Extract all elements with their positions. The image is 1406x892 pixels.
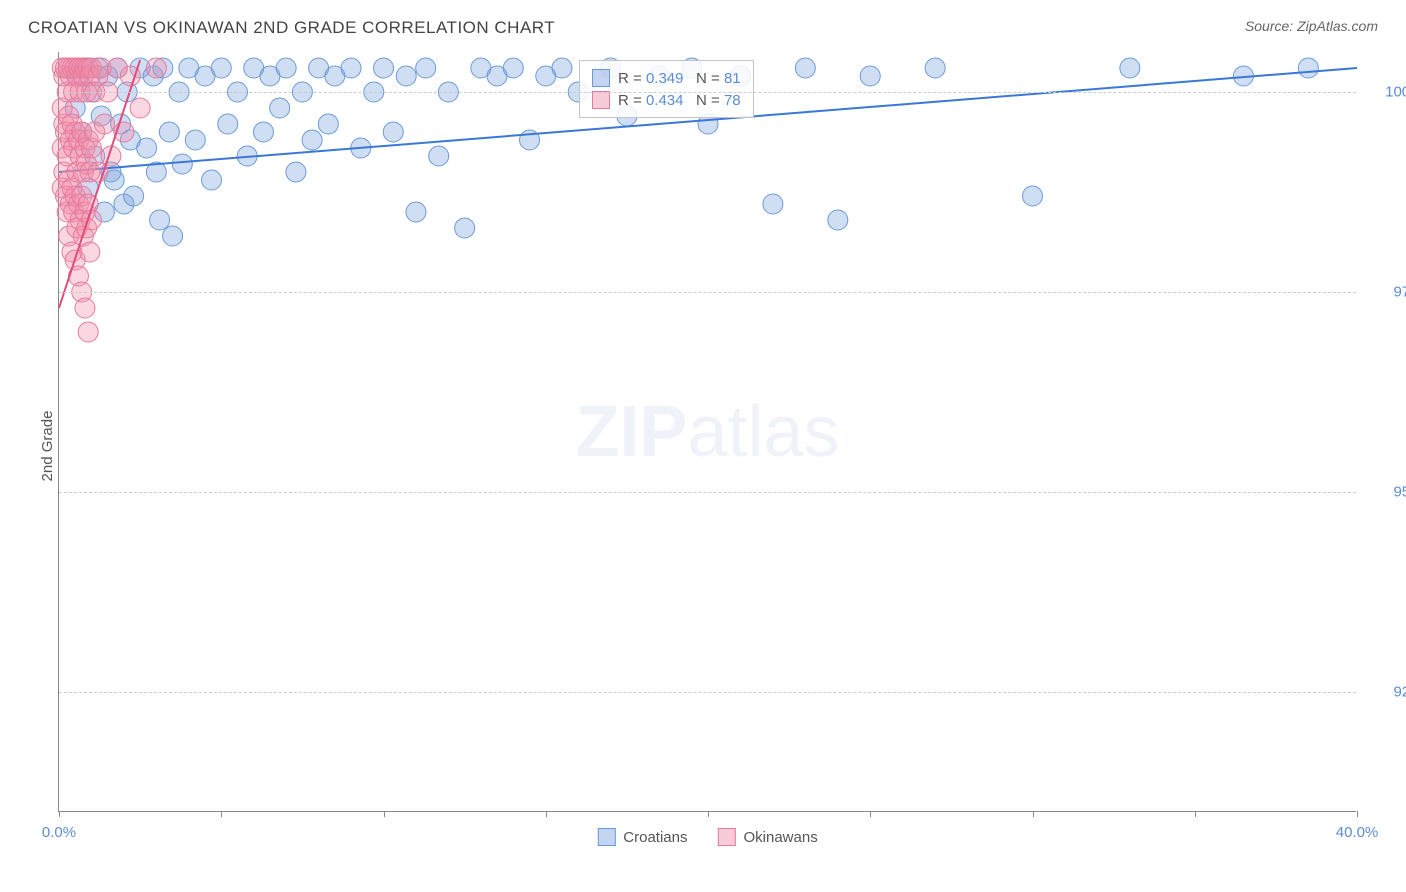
scatter-point: [159, 122, 179, 142]
xtick-label: 0.0%: [42, 824, 76, 841]
gridline: [59, 492, 1356, 493]
scatter-point: [75, 298, 95, 318]
scatter-point: [341, 58, 361, 78]
scatter-point: [1120, 58, 1140, 78]
scatter-point: [503, 58, 523, 78]
y-axis-label: 2nd Grade: [39, 411, 56, 482]
scatter-point: [218, 114, 238, 134]
scatter-point: [429, 146, 449, 166]
bottom-legend-croatians: Croatians: [597, 828, 687, 846]
xtick-mark: [1033, 811, 1034, 817]
scatter-point: [270, 98, 290, 118]
scatter-point: [137, 138, 157, 158]
bottom-legend-okinawans: Okinawans: [718, 828, 818, 846]
scatter-point: [1023, 186, 1043, 206]
ytick-label: 100.0%: [1366, 84, 1406, 101]
legend-row-croatians: R = 0.349 N = 81: [592, 67, 741, 89]
scatter-point: [396, 66, 416, 86]
scatter-point: [124, 186, 144, 206]
scatter-point: [78, 322, 98, 342]
scatter-point: [552, 58, 572, 78]
scatter-point: [795, 58, 815, 78]
scatter-point: [416, 58, 436, 78]
ytick-label: 95.0%: [1366, 484, 1406, 501]
chart-title: CROATIAN VS OKINAWAN 2ND GRADE CORRELATI…: [28, 18, 555, 38]
xtick-mark: [384, 811, 385, 817]
gridline: [59, 692, 1356, 693]
gridline: [59, 92, 1356, 93]
scatter-point: [455, 218, 475, 238]
scatter-point: [302, 130, 322, 150]
plot-area: ZIPatlas R = 0.349 N = 81 R = 0.434 N = …: [58, 52, 1356, 812]
scatter-point: [253, 122, 273, 142]
xtick-mark: [221, 811, 222, 817]
scatter-point: [146, 58, 166, 78]
xtick-mark: [708, 811, 709, 817]
xtick-mark: [1357, 811, 1358, 817]
scatter-point: [172, 154, 192, 174]
swatch-croatians: [592, 69, 610, 87]
scatter-point: [94, 114, 114, 134]
scatter-point: [276, 58, 296, 78]
scatter-point: [925, 58, 945, 78]
swatch-okinawans: [592, 91, 610, 109]
scatter-point: [763, 194, 783, 214]
swatch-okinawans-icon: [718, 828, 736, 846]
scatter-point: [286, 162, 306, 182]
scatter-point: [383, 122, 403, 142]
scatter-svg: [59, 52, 1356, 811]
scatter-point: [318, 114, 338, 134]
ytick-label: 97.5%: [1366, 284, 1406, 301]
scatter-point: [1298, 58, 1318, 78]
scatter-point: [185, 130, 205, 150]
xtick-label: 40.0%: [1336, 824, 1379, 841]
scatter-point: [80, 242, 100, 262]
stats-legend: R = 0.349 N = 81 R = 0.434 N = 78: [579, 60, 754, 118]
scatter-point: [860, 66, 880, 86]
gridline: [59, 292, 1356, 293]
xtick-mark: [59, 811, 60, 817]
xtick-mark: [1195, 811, 1196, 817]
scatter-point: [150, 210, 170, 230]
ytick-label: 92.5%: [1366, 684, 1406, 701]
scatter-point: [211, 58, 231, 78]
scatter-point: [130, 98, 150, 118]
scatter-point: [406, 202, 426, 222]
bottom-legend: Croatians Okinawans: [597, 828, 817, 846]
source-label: Source: ZipAtlas.com: [1245, 18, 1378, 34]
xtick-mark: [870, 811, 871, 817]
swatch-croatians-icon: [597, 828, 615, 846]
scatter-point: [828, 210, 848, 230]
scatter-point: [163, 226, 183, 246]
scatter-point: [202, 170, 222, 190]
scatter-point: [374, 58, 394, 78]
xtick-mark: [546, 811, 547, 817]
